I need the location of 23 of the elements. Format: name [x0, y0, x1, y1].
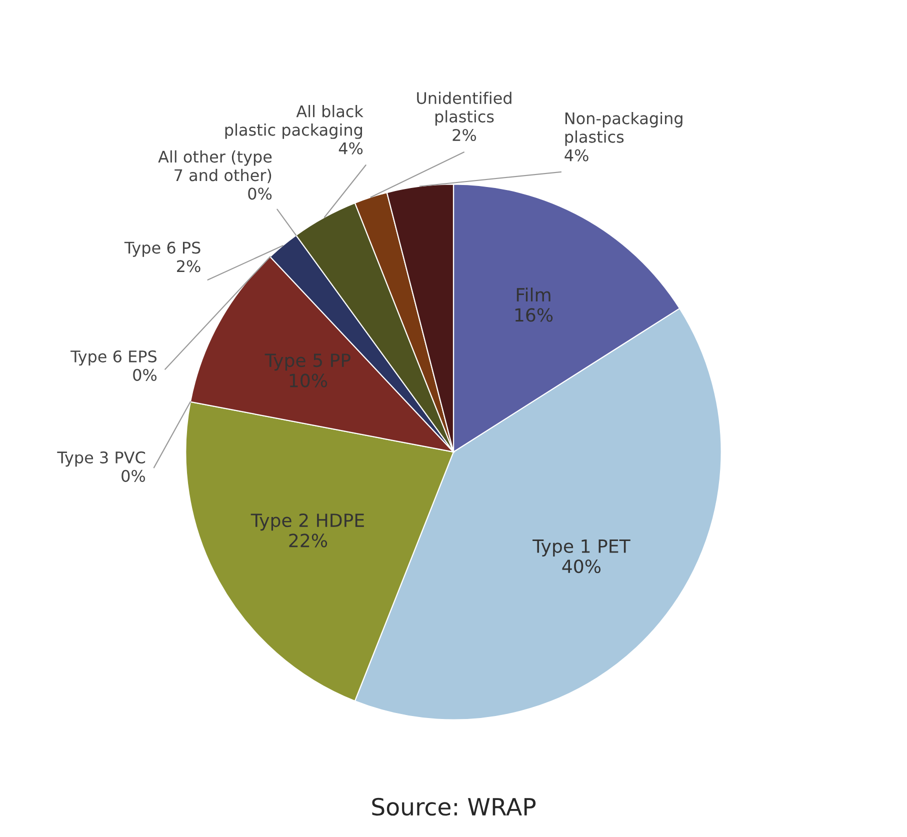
- data-label: 22%: [289, 534, 328, 548]
- source-note: Source: WRAP: [372, 798, 536, 816]
- slice-label: Type 6 PS: [124, 242, 200, 257]
- slice-label: Non-packaging plastics: [565, 112, 682, 146]
- data-label: 2%: [452, 128, 476, 142]
- text: 0%: [248, 188, 272, 200]
- data-label: 10%: [290, 374, 328, 388]
- category-label: All other (type 7 and other): [158, 150, 272, 184]
- data-label: 4%: [564, 149, 588, 162]
- slice-label: Type 1 PET: [532, 540, 630, 556]
- data-label: 40%: [562, 560, 601, 574]
- data-label: 16%: [515, 308, 553, 322]
- slice-label: Unidentified plastics: [417, 92, 512, 126]
- category-label: Type 3 PVC: [57, 451, 146, 467]
- slice-label: All black plastic packaging: [225, 104, 364, 139]
- data-label: 2%: [177, 260, 200, 272]
- slice-label: Type 2 HDPE: [250, 513, 364, 531]
- slice-label: Type 5 PP: [264, 354, 350, 371]
- data-label: 4%: [338, 142, 363, 154]
- category-label: Type 6 EPS: [70, 350, 157, 366]
- text: 0%: [133, 368, 157, 381]
- text: 0%: [122, 470, 146, 482]
- slice-label: Film: [516, 288, 550, 302]
